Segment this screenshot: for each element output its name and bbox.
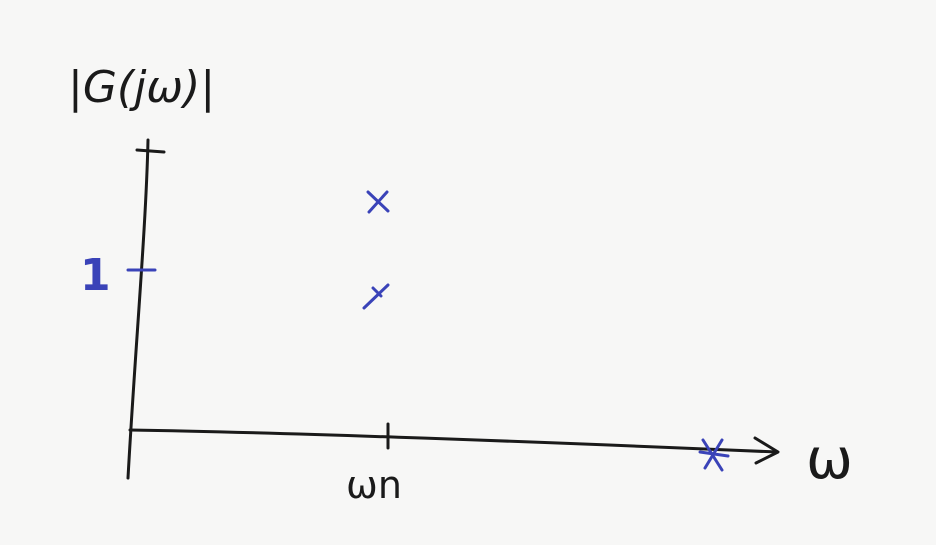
y-axis-label: |G(jω)|: [68, 62, 215, 113]
marker-cross-axis: [698, 438, 730, 472]
y-axis-cap: [135, 148, 166, 154]
x-axis-line: [128, 428, 778, 454]
marker-cross-lower: [362, 283, 390, 310]
marker-cross-upper: [366, 190, 390, 214]
x-axis-label: ω: [806, 427, 853, 492]
y-axis-line: [126, 138, 150, 480]
y-tick-label: 1: [80, 250, 111, 301]
x-tick-label: ωn: [346, 463, 402, 507]
x-axis-arrow-icon: [753, 436, 780, 465]
